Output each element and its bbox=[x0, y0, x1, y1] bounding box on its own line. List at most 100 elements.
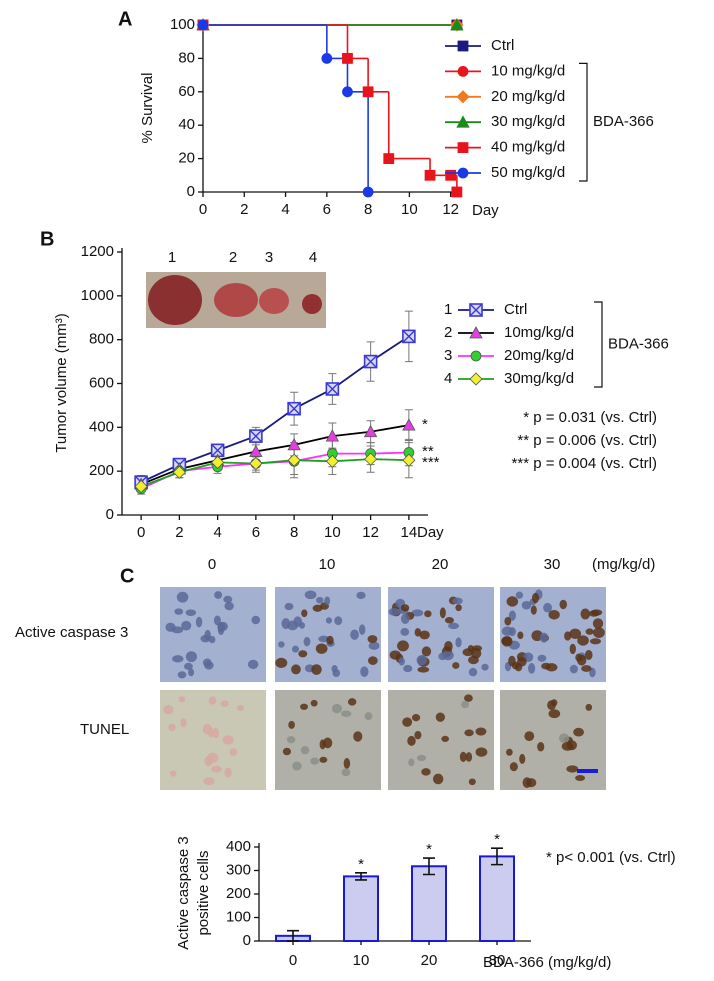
y-tick-label: 300 bbox=[226, 861, 251, 878]
cell bbox=[408, 758, 415, 767]
x-tick-label: 2 bbox=[240, 201, 248, 218]
cell bbox=[165, 622, 176, 632]
marker bbox=[249, 456, 263, 471]
marker-shape bbox=[450, 18, 464, 31]
cell bbox=[292, 761, 302, 771]
cell bbox=[521, 600, 532, 610]
cell bbox=[537, 741, 545, 752]
y-tick-label: 200 bbox=[226, 885, 251, 902]
cell bbox=[316, 596, 324, 604]
legend-number: 3 bbox=[444, 347, 452, 364]
x-tick-label: 12 bbox=[362, 524, 379, 541]
x-tick-label: 6 bbox=[252, 524, 260, 541]
marker-shape bbox=[342, 53, 353, 64]
photo-label: 2 bbox=[229, 249, 237, 266]
legend-label: Ctrl bbox=[491, 37, 514, 54]
marker-shape bbox=[134, 479, 148, 494]
marker-shape bbox=[363, 424, 378, 438]
marker bbox=[321, 53, 333, 64]
y-axis-label: % Survival bbox=[139, 73, 156, 144]
cell bbox=[539, 632, 549, 643]
cell bbox=[312, 604, 323, 612]
cell bbox=[214, 591, 223, 599]
cell bbox=[298, 622, 306, 629]
cell bbox=[416, 655, 428, 666]
marker bbox=[211, 455, 225, 469]
cell bbox=[417, 666, 430, 673]
cell bbox=[185, 609, 197, 616]
cell bbox=[421, 768, 431, 776]
y-tick-label: 80 bbox=[178, 49, 195, 66]
legend-bracket bbox=[594, 301, 603, 388]
cell bbox=[416, 754, 427, 762]
cell bbox=[515, 591, 524, 599]
marker bbox=[402, 418, 416, 431]
cell bbox=[455, 604, 462, 612]
cell bbox=[291, 664, 301, 675]
y-axis-label: Active caspase 3 bbox=[175, 836, 192, 949]
cell bbox=[203, 777, 215, 786]
cell bbox=[224, 767, 232, 778]
marker bbox=[287, 401, 301, 416]
cell bbox=[545, 663, 558, 672]
marker-shape bbox=[249, 429, 263, 443]
marker bbox=[469, 326, 483, 339]
cell bbox=[229, 748, 238, 757]
marker-shape bbox=[362, 86, 374, 98]
cell bbox=[184, 662, 193, 670]
legend-label: 30mg/kg/d bbox=[504, 370, 574, 387]
cell bbox=[210, 765, 223, 773]
cell bbox=[223, 595, 233, 603]
cell bbox=[508, 627, 516, 637]
marker bbox=[451, 186, 463, 198]
cell bbox=[439, 607, 446, 619]
panel-label: B bbox=[40, 228, 54, 250]
cell bbox=[310, 699, 318, 707]
cell bbox=[414, 730, 422, 740]
legend-number: 2 bbox=[444, 324, 452, 341]
cell bbox=[315, 643, 328, 654]
cell bbox=[548, 610, 560, 620]
bar bbox=[479, 855, 515, 943]
cell bbox=[398, 657, 406, 666]
cell bbox=[459, 751, 467, 762]
marker-shape bbox=[469, 303, 483, 317]
cell bbox=[178, 696, 186, 703]
marker bbox=[470, 350, 482, 362]
cell bbox=[441, 735, 450, 743]
p-value-note: * p< 0.001 (vs. Ctrl) bbox=[546, 849, 676, 866]
marker bbox=[172, 465, 186, 479]
marker-shape bbox=[457, 167, 469, 179]
cell bbox=[400, 604, 410, 612]
cell bbox=[188, 668, 195, 677]
significance: * bbox=[426, 841, 432, 858]
marker bbox=[325, 454, 339, 468]
cell bbox=[508, 610, 516, 621]
marker-shape bbox=[325, 429, 340, 442]
marker bbox=[450, 18, 464, 31]
cell bbox=[204, 661, 214, 670]
cell bbox=[432, 773, 444, 785]
marker-shape bbox=[342, 86, 353, 98]
marker-shape bbox=[172, 465, 186, 479]
cell bbox=[168, 723, 176, 732]
cell bbox=[200, 634, 211, 643]
marker-shape bbox=[249, 456, 263, 471]
legend-label: 20mg/kg/d bbox=[504, 347, 574, 364]
cell bbox=[585, 628, 594, 635]
cell bbox=[585, 703, 593, 711]
x-tick-label: 2 bbox=[175, 524, 183, 541]
marker-shape bbox=[325, 454, 339, 468]
significance: * bbox=[422, 416, 428, 433]
cell bbox=[326, 635, 334, 645]
panel-label: C bbox=[120, 565, 134, 587]
cell bbox=[176, 591, 189, 603]
significance: ** bbox=[422, 443, 434, 460]
x-tick-label: 14 bbox=[401, 524, 418, 541]
cell bbox=[461, 700, 470, 709]
y-tick-label: 800 bbox=[89, 331, 114, 348]
cell bbox=[360, 666, 369, 678]
marker bbox=[383, 153, 395, 165]
cell bbox=[163, 704, 174, 715]
cell bbox=[222, 735, 234, 745]
